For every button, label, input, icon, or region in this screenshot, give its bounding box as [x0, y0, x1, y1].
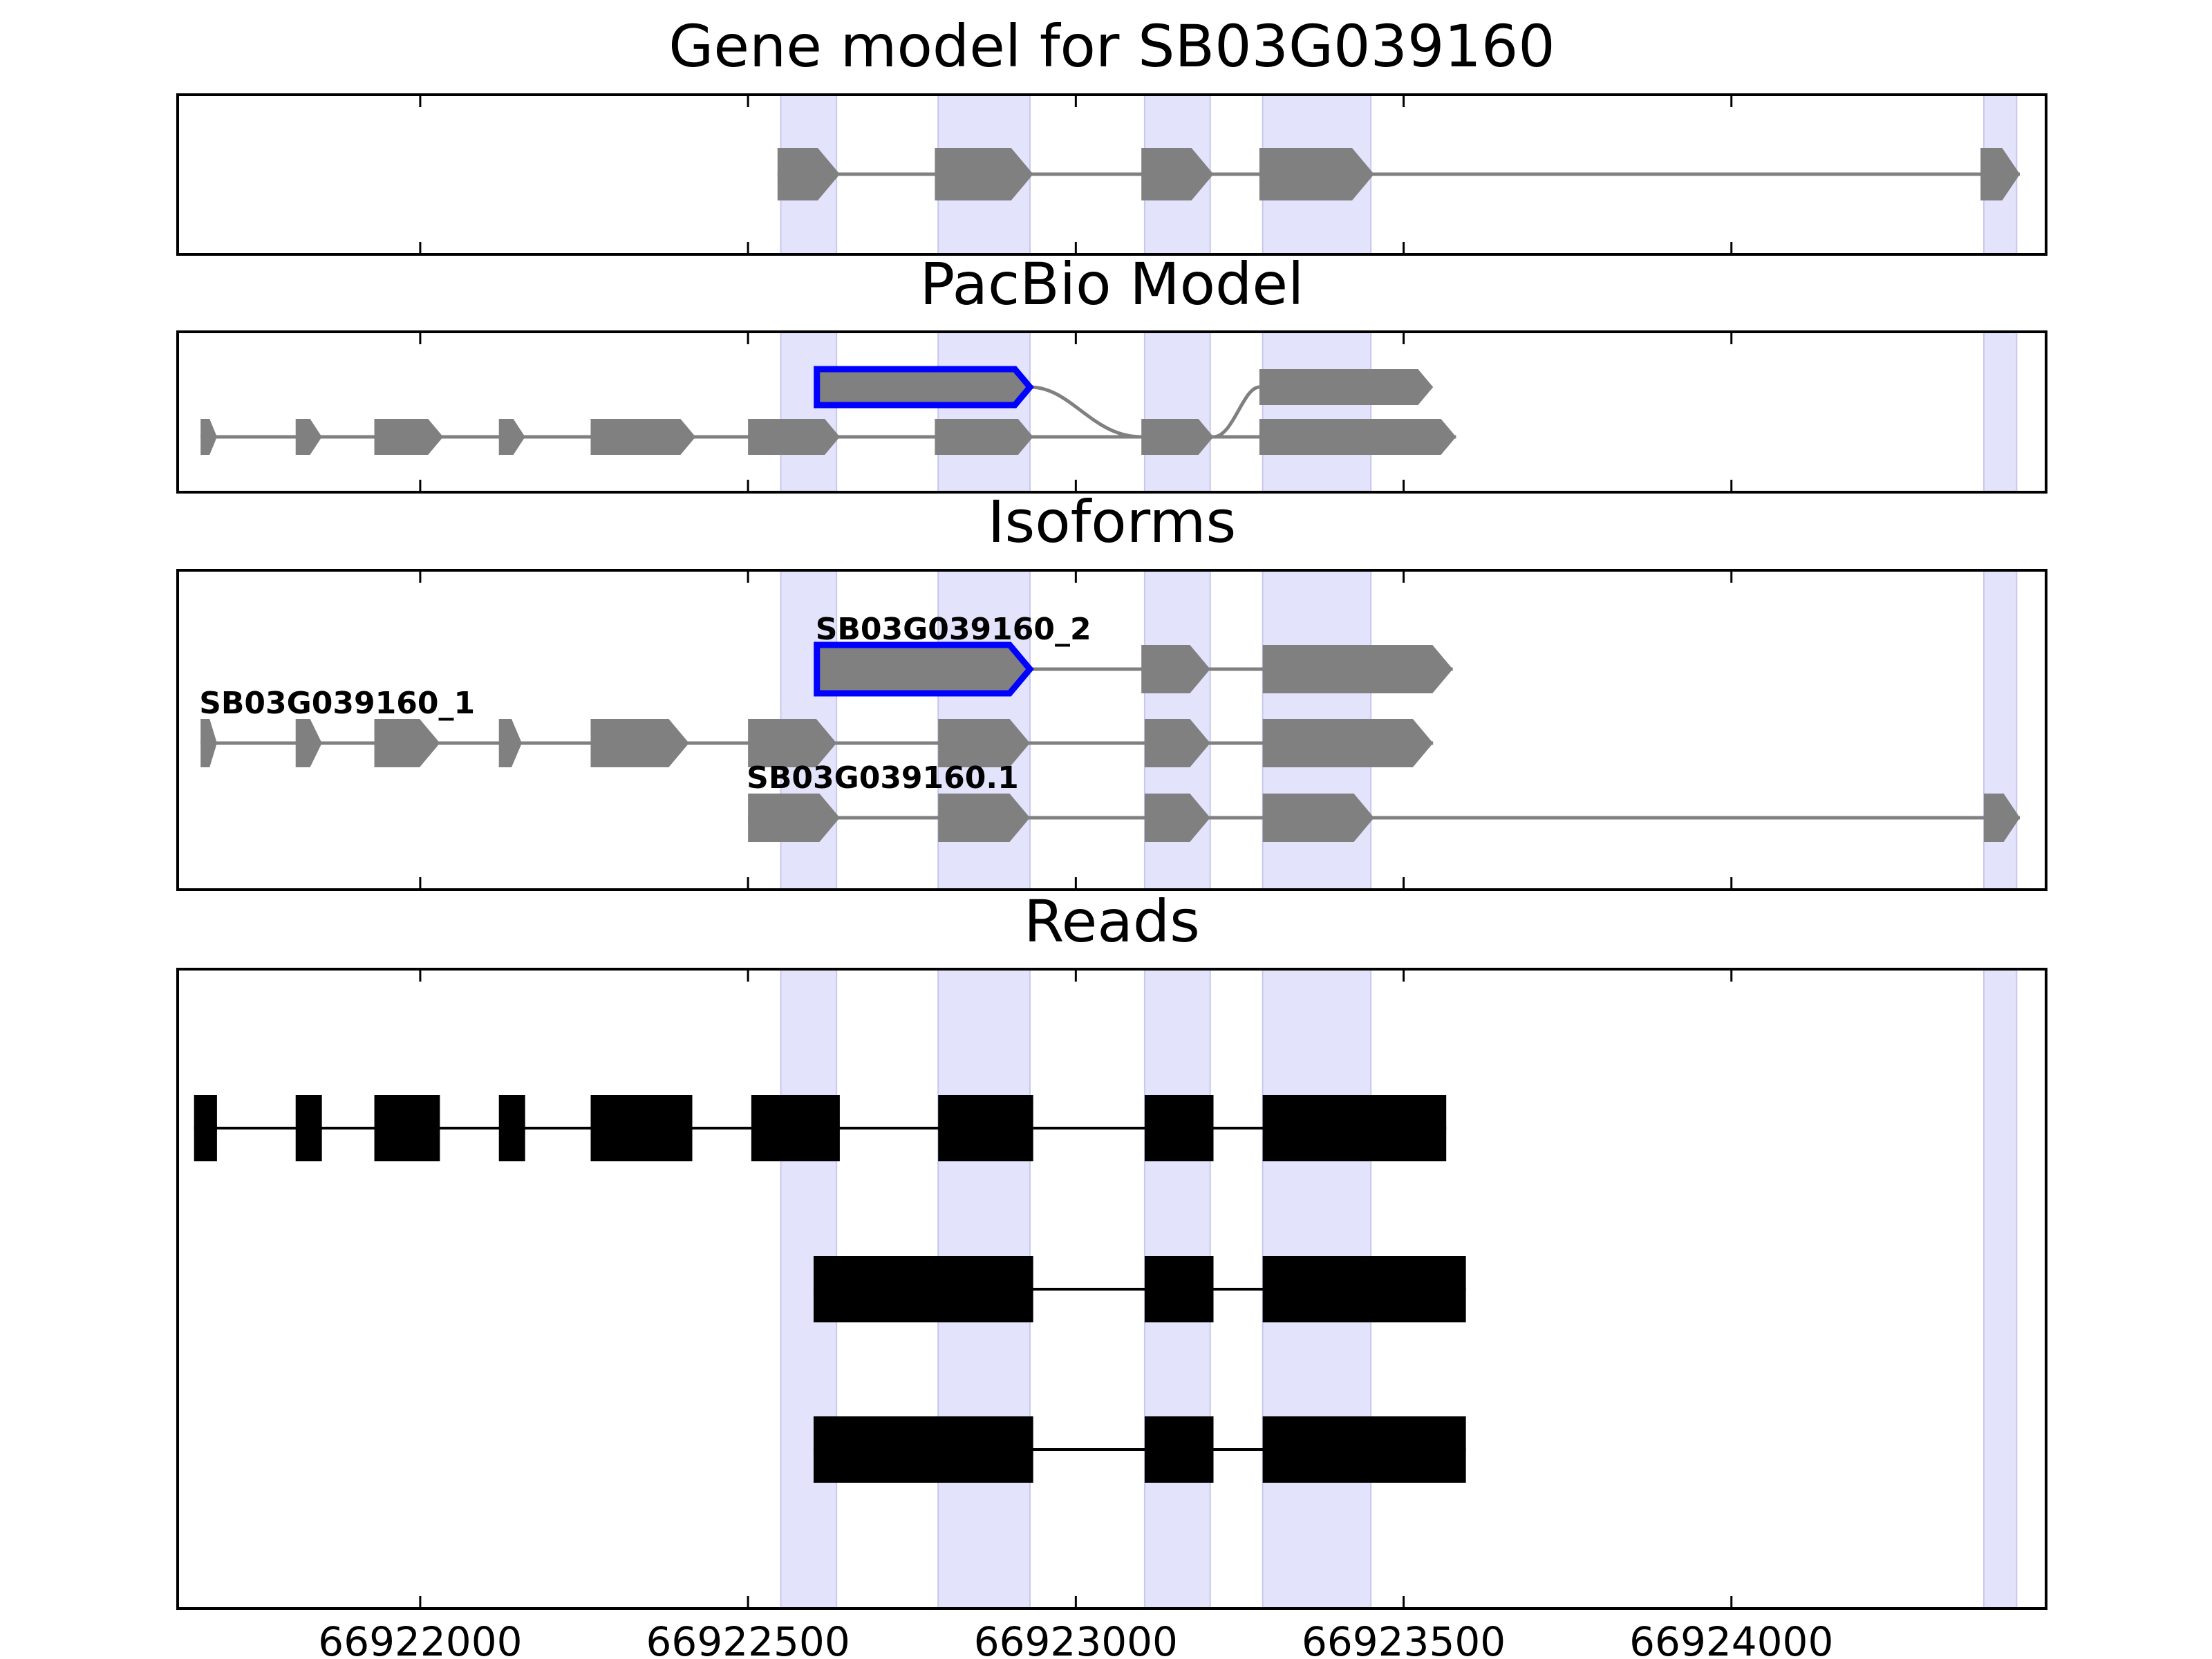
read-track — [813, 1416, 1466, 1483]
exon — [748, 719, 837, 767]
x-tick-label: 66923000 — [974, 1618, 1178, 1659]
exon — [1141, 645, 1210, 693]
exon — [1259, 369, 1434, 405]
exon — [295, 719, 322, 767]
x-tick-label: 66922000 — [318, 1618, 522, 1659]
read-block — [1144, 1095, 1214, 1161]
exon — [748, 419, 840, 455]
isoform-track — [200, 419, 1456, 455]
exon — [938, 719, 1030, 767]
highlight-band — [1983, 332, 2017, 492]
isoform-track: SB03G039160_2 — [814, 612, 1453, 697]
panel-frame — [176, 93, 2047, 256]
panel-title: Reads — [1024, 888, 1200, 955]
panel-1: Gene model for SB03G039160 — [176, 12, 2047, 256]
panel-frame — [176, 968, 2047, 1610]
read-block — [374, 1095, 440, 1161]
exon — [1259, 419, 1456, 455]
isoform-label: SB03G039160_1 — [199, 686, 475, 721]
read-block — [813, 1416, 1033, 1483]
panel-3: Isoforms SB03G039160_2 SB03G039160_1 SB03G0… — [176, 488, 2047, 891]
panel-title: PacBio Model — [920, 250, 1304, 318]
read-block — [498, 1095, 525, 1161]
exon — [1262, 719, 1434, 767]
exon — [374, 719, 440, 767]
exon — [777, 148, 840, 200]
exon — [935, 419, 1033, 455]
read-block — [590, 1095, 693, 1161]
exon — [200, 719, 217, 767]
x-tick-label: 66923500 — [1302, 1618, 1506, 1659]
exon — [1144, 794, 1210, 842]
exon — [295, 419, 322, 455]
read-block — [1262, 1095, 1447, 1161]
x-tick-label: 66924000 — [1629, 1618, 1833, 1659]
isoform-track: SB03G039160_1 — [199, 686, 1434, 767]
exon — [374, 419, 444, 455]
exon — [200, 419, 217, 455]
panel-4: Reads — [176, 888, 2047, 1610]
exon — [1141, 148, 1214, 200]
exon — [1141, 419, 1214, 455]
panel-frame — [176, 330, 2047, 494]
exon — [938, 794, 1030, 842]
highlight-band — [780, 332, 837, 492]
selected-exon — [814, 641, 1034, 697]
highlight-band — [1983, 969, 2017, 1609]
exon — [1262, 794, 1374, 842]
isoform-label: SB03G039160.1 — [747, 760, 1019, 796]
isoform-label: SB03G039160_2 — [816, 612, 1091, 647]
exon — [1144, 719, 1210, 767]
read-track — [813, 1256, 1466, 1322]
isoform-track: SB03G039160.1 — [747, 760, 2021, 842]
exon — [1980, 148, 2021, 200]
exon — [1259, 148, 1374, 200]
panel-frame — [176, 569, 2047, 891]
highlight-band — [1262, 332, 1371, 492]
selected-exon — [814, 366, 1034, 409]
panel-title: Isoforms — [988, 488, 1237, 556]
exon — [498, 719, 522, 767]
exon — [498, 419, 525, 455]
exon — [1983, 794, 2021, 842]
read-block — [1144, 1256, 1214, 1322]
read-track — [194, 1095, 1447, 1161]
read-block — [813, 1256, 1033, 1322]
exon — [935, 148, 1033, 200]
isoform-track — [814, 366, 1434, 439]
read-block — [295, 1095, 322, 1161]
read-block — [194, 1095, 217, 1161]
read-block — [1262, 1416, 1466, 1483]
exon — [748, 794, 840, 842]
panel-2: PacBio Model — [176, 250, 2047, 494]
read-block — [1262, 1256, 1466, 1322]
exon — [590, 419, 696, 455]
x-tick-label: 66922500 — [646, 1618, 850, 1659]
highlight-band — [1144, 332, 1210, 492]
highlight-band — [938, 332, 1030, 492]
read-block — [751, 1095, 840, 1161]
read-block — [1144, 1416, 1214, 1483]
exon — [590, 719, 689, 767]
panel-title: Gene model for SB03G039160 — [668, 12, 1555, 80]
read-block — [938, 1095, 1033, 1161]
isoform-track — [777, 148, 2021, 200]
exon — [1262, 645, 1453, 693]
